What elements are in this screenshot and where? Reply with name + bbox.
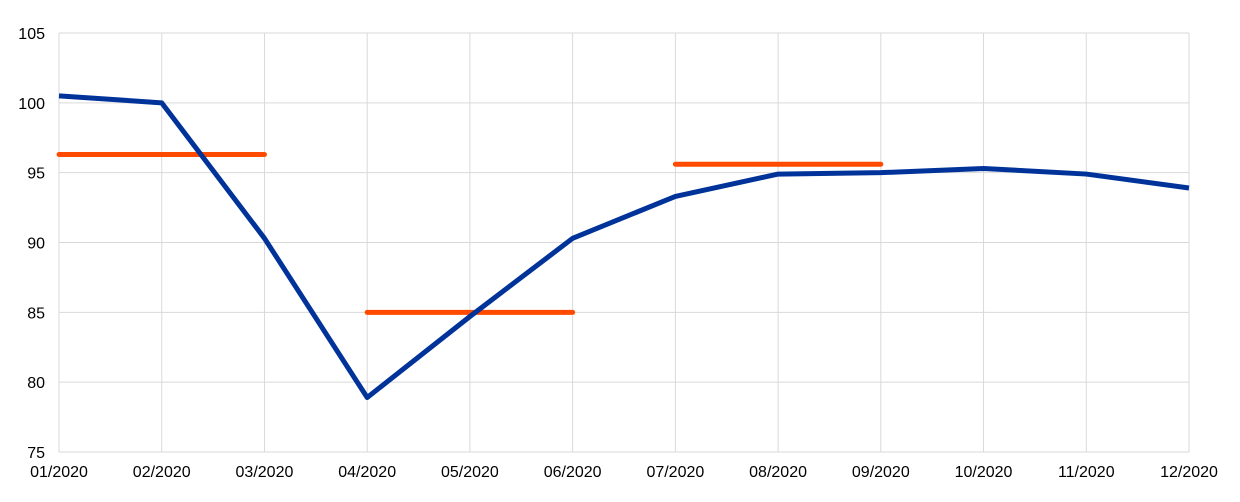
x-tick-label: 04/2020 (338, 464, 396, 481)
x-gridlines (58, 33, 1190, 452)
x-tick-label: 02/2020 (133, 464, 191, 481)
x-tick-label: 05/2020 (441, 464, 499, 481)
y-tick-label: 90 (27, 236, 45, 253)
quarterly-average-segments (56, 152, 884, 315)
x-tick-label: 10/2020 (955, 464, 1013, 481)
x-tick-label: 08/2020 (749, 464, 807, 481)
x-tick-label: 03/2020 (236, 464, 294, 481)
x-tick-label: 09/2020 (852, 464, 910, 481)
y-tick-label: 95 (27, 166, 45, 183)
monthly-series (58, 93, 1190, 401)
x-tick-label: 11/2020 (1058, 464, 1115, 481)
y-axis-tick-labels: 75 80 85 90 95 100 105 (18, 26, 45, 462)
y-tick-label: 105 (18, 26, 45, 43)
x-tick-label: 12/2020 (1160, 464, 1218, 481)
y-tick-label: 85 (27, 305, 45, 322)
y-tick-label: 100 (18, 96, 45, 113)
y-tick-label: 80 (27, 375, 45, 392)
y-gridlines (59, 32, 1189, 453)
y-tick-label: 75 (27, 445, 45, 462)
monthly-series-line (58, 93, 1190, 401)
x-axis-tick-labels: 01/2020 02/2020 03/2020 04/2020 05/2020 06/20… (30, 464, 1218, 481)
x-tick-label: 06/2020 (544, 464, 602, 481)
x-tick-label: 07/2020 (646, 464, 704, 481)
x-tick-label: 01/2020 (30, 464, 88, 481)
